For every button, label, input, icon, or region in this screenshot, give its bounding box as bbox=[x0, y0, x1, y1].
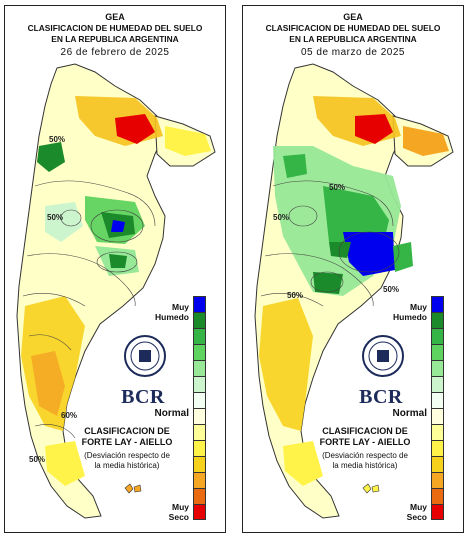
legend-swatch bbox=[431, 408, 444, 424]
soil-moisture-map-panel-left: GEA CLASIFICACION DE HUMEDAD DEL SUELO E… bbox=[4, 5, 226, 533]
legend-swatch bbox=[193, 504, 206, 520]
classification-note: (Desviación respecto de la media históri… bbox=[84, 451, 170, 470]
contour-label: 60% bbox=[61, 411, 77, 420]
legend-bottom-label: Muy Seco bbox=[406, 502, 427, 522]
legend-swatch bbox=[431, 488, 444, 504]
classification-title: CLASIFICACION DE FORTE LAY - AIELLO bbox=[319, 426, 411, 447]
legend-top-label: Muy Humedo bbox=[155, 302, 189, 322]
soil-moisture-map-panel-right: GEA CLASIFICACION DE HUMEDAD DEL SUELO E… bbox=[242, 5, 464, 533]
map-date: 26 de febrero de 2025 bbox=[60, 47, 170, 58]
contour-label: 50% bbox=[273, 213, 289, 222]
legend-swatch bbox=[193, 456, 206, 472]
map-title-line2: EN LA REPUBLICA ARGENTINA bbox=[289, 34, 417, 44]
legend-swatch bbox=[193, 488, 206, 504]
bcr-logo-text: BCR bbox=[359, 386, 403, 408]
legend-swatch bbox=[431, 392, 444, 408]
legend-swatch bbox=[431, 328, 444, 344]
classification-title: CLASIFICACION DE FORTE LAY - AIELLO bbox=[81, 426, 173, 447]
legend-swatch bbox=[193, 392, 206, 408]
moisture-legend bbox=[431, 296, 445, 520]
legend-swatch bbox=[431, 344, 444, 360]
legend-swatch bbox=[193, 472, 206, 488]
legend-swatch bbox=[431, 424, 444, 440]
legend-swatch bbox=[431, 312, 444, 328]
legend-bottom-label: Muy Seco bbox=[168, 502, 189, 522]
contour-label: 50% bbox=[29, 455, 45, 464]
legend-swatch bbox=[193, 328, 206, 344]
legend-swatch bbox=[193, 424, 206, 440]
legend-swatch bbox=[431, 360, 444, 376]
argentina-moisture-map: 50% 50% 60% 50% bbox=[16, 63, 216, 519]
contour-label: 50% bbox=[49, 135, 65, 144]
bcr-seal-logo bbox=[362, 335, 404, 377]
legend-swatch bbox=[431, 440, 444, 456]
malvinas-islands-icon bbox=[124, 483, 142, 494]
legend-swatch bbox=[431, 456, 444, 472]
classification-note: (Desviación respecto de la media históri… bbox=[322, 451, 408, 470]
contour-label: 50% bbox=[47, 213, 63, 222]
legend-swatch bbox=[193, 360, 206, 376]
legend-swatch bbox=[431, 376, 444, 392]
bcr-seal-logo bbox=[124, 335, 166, 377]
map-title-line1: CLASIFICACION DE HUMEDAD DEL SUELO bbox=[265, 23, 441, 33]
legend-swatch bbox=[193, 344, 206, 360]
legend-swatch bbox=[431, 472, 444, 488]
argentina-moisture-map: 50% 50% 50% 50% bbox=[254, 63, 454, 519]
map-title-line1: CLASIFICACION DE HUMEDAD DEL SUELO bbox=[27, 23, 203, 33]
map-org-label: GEA bbox=[105, 12, 125, 22]
malvinas-islands-icon bbox=[362, 483, 380, 494]
legend-swatch bbox=[431, 504, 444, 520]
contour-label: 50% bbox=[287, 291, 303, 300]
legend-swatch bbox=[193, 440, 206, 456]
legend-top-label: Muy Humedo bbox=[393, 302, 427, 322]
map-org-label: GEA bbox=[343, 12, 363, 22]
legend-normal-label: Normal bbox=[154, 408, 189, 419]
map-date: 05 de marzo de 2025 bbox=[300, 47, 405, 58]
legend-swatch bbox=[193, 312, 206, 328]
contour-label: 50% bbox=[329, 183, 345, 192]
legend-swatch bbox=[193, 408, 206, 424]
moisture-legend bbox=[193, 296, 207, 520]
legend-swatch bbox=[193, 376, 206, 392]
legend-swatch bbox=[431, 296, 444, 312]
map-title-line2: EN LA REPUBLICA ARGENTINA bbox=[51, 34, 179, 44]
contour-label: 50% bbox=[383, 285, 399, 294]
legend-swatch bbox=[193, 296, 206, 312]
legend-normal-label: Normal bbox=[392, 408, 427, 419]
bcr-logo-text: BCR bbox=[121, 386, 165, 408]
